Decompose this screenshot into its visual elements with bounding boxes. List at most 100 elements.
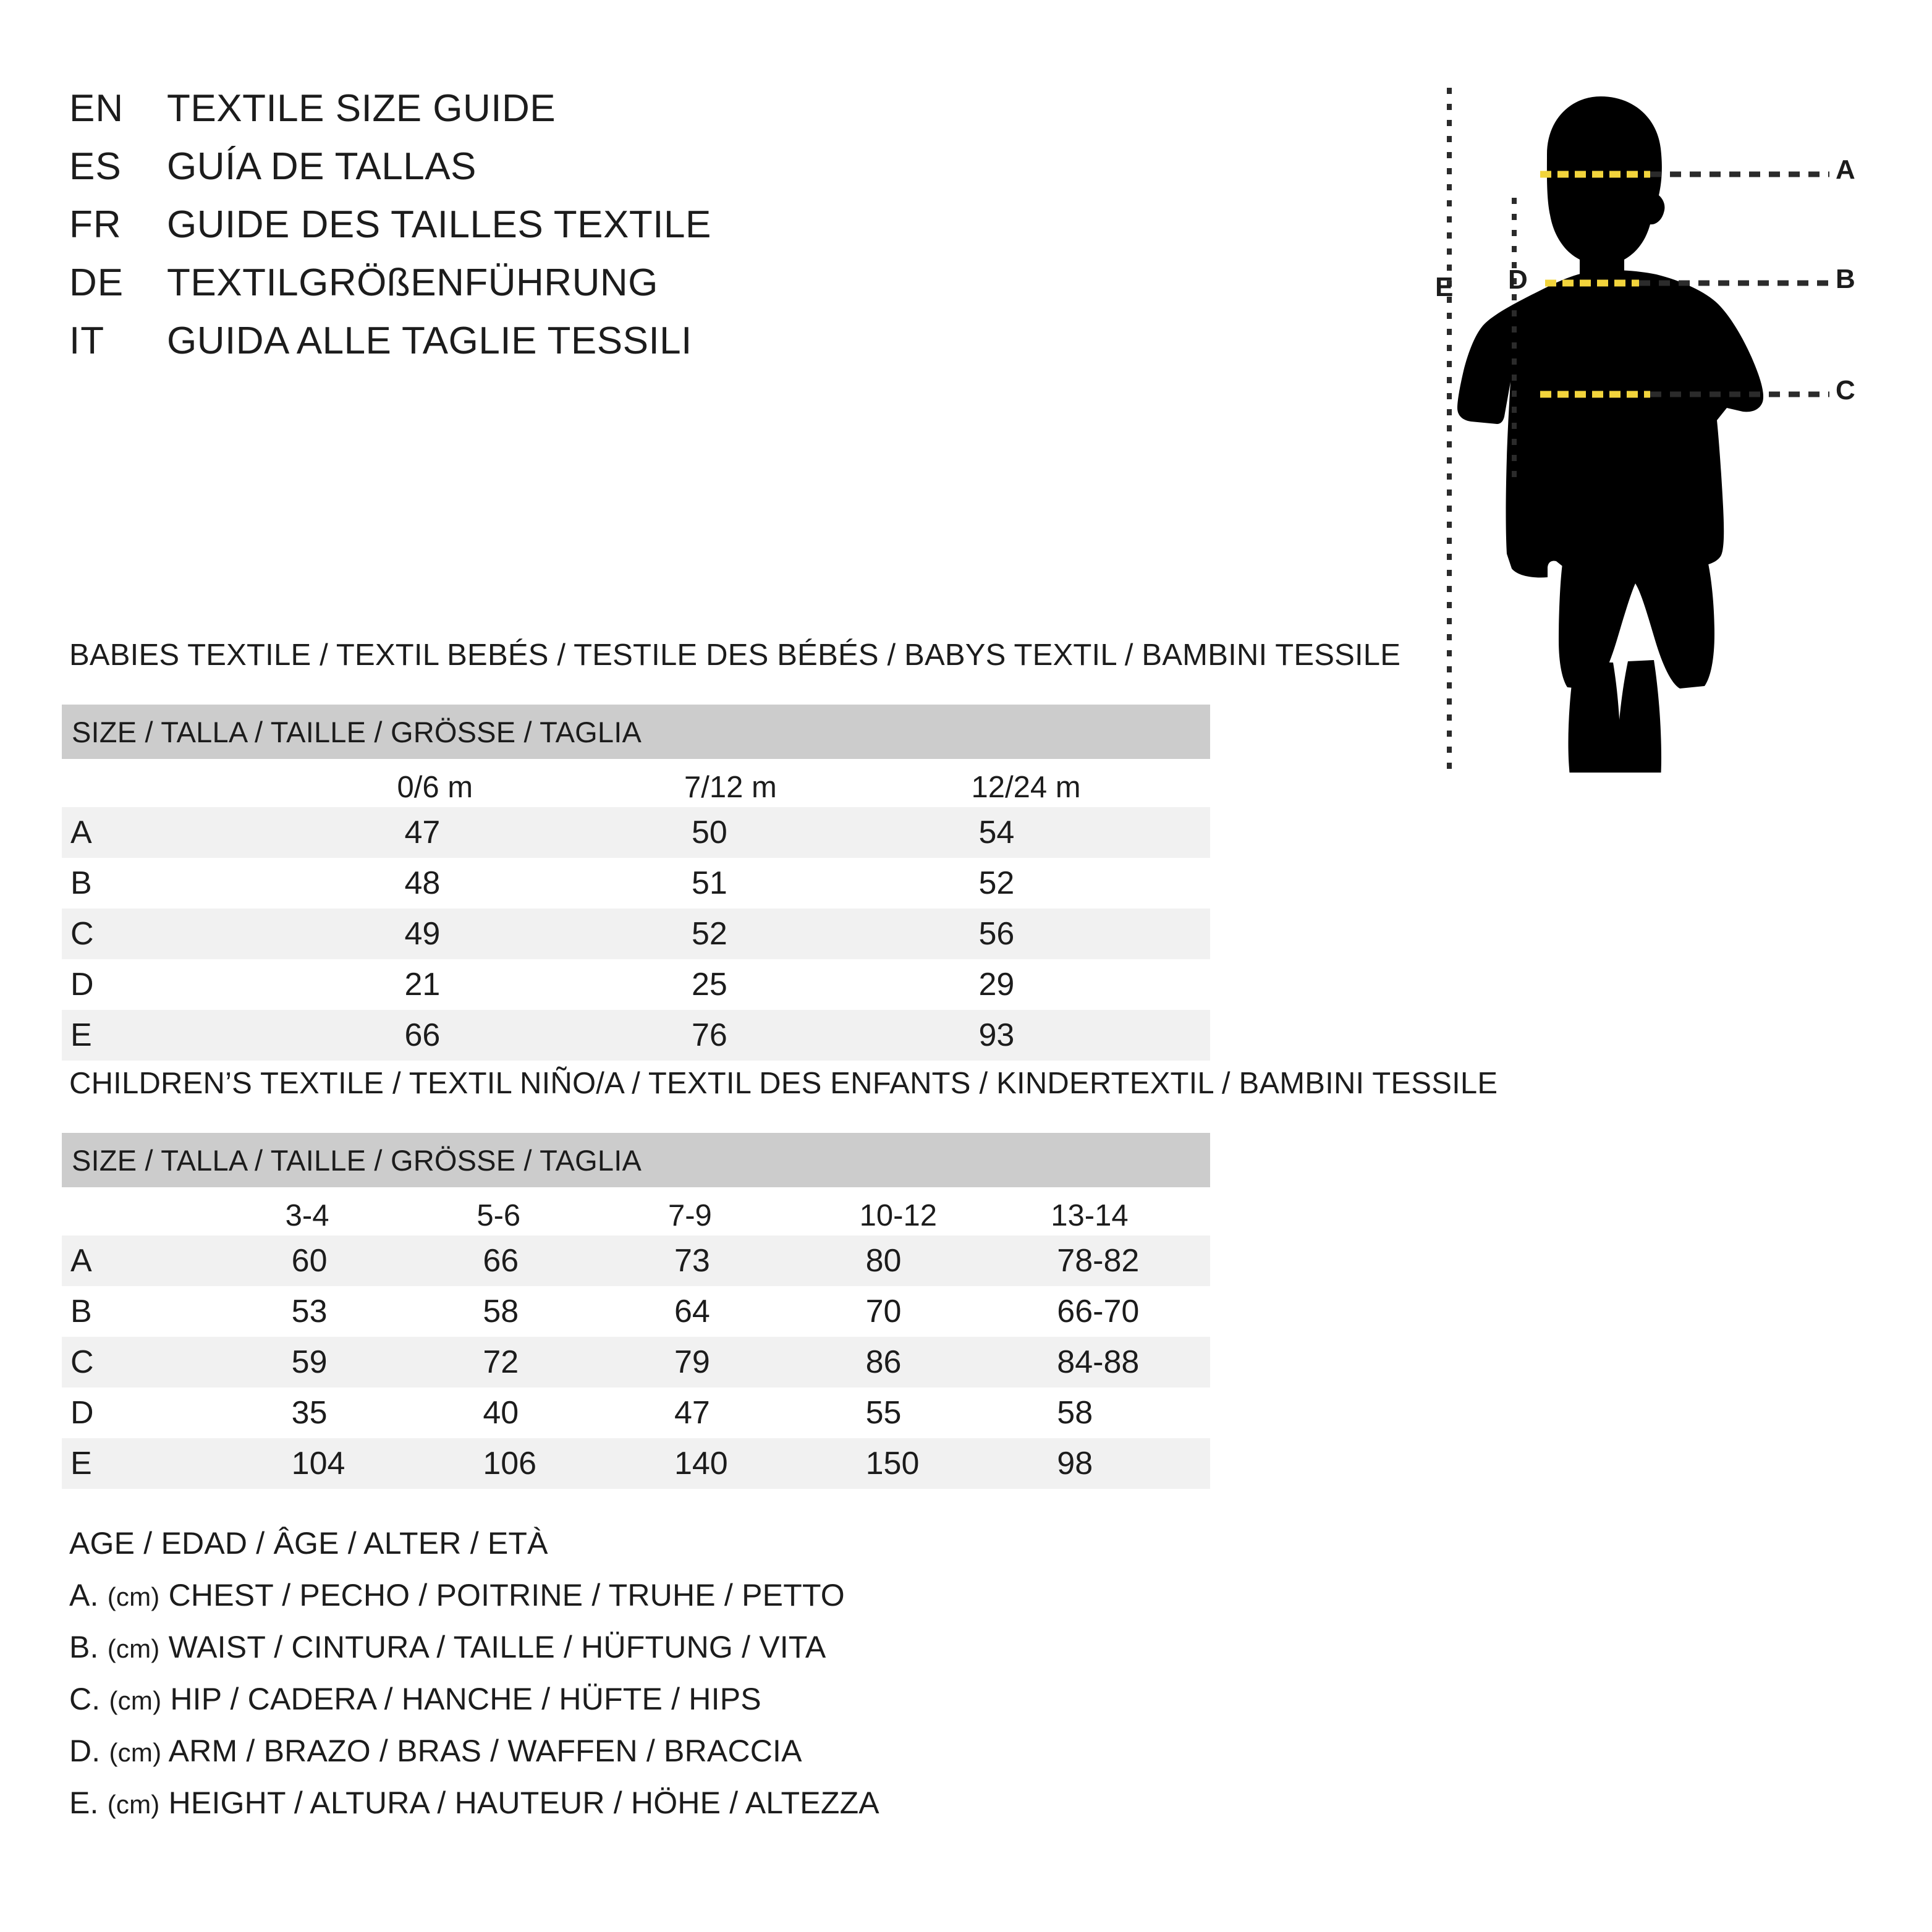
babies-cell-c-1: 52 [636, 909, 923, 959]
children-cell-e-0: 104 [253, 1438, 445, 1489]
children-section-caption: CHILDREN’S TEXTILE / TEXTIL NIÑO/A / TEX… [69, 1067, 1498, 1100]
legend-key-c: C. [69, 1682, 109, 1716]
children-cell-e-1: 106 [444, 1438, 636, 1489]
measurement-legend: AGE / EDAD / ÂGE / ALTER / ETÀ A. (cm) C… [69, 1517, 1182, 1829]
children-table-header-row: 3-4 5-6 7-9 10-12 13-14 [62, 1187, 1210, 1235]
children-row-label-b: B [62, 1286, 253, 1337]
figure-label-d: D [1508, 265, 1528, 295]
children-cell-d-2: 47 [635, 1388, 828, 1438]
children-size-table: SIZE / TALLA / TAILLE / GRÖSSE / TAGLIA … [62, 1133, 1210, 1489]
table-row: A 47 50 54 [62, 807, 1210, 858]
children-cell-a-1: 66 [444, 1235, 636, 1286]
legend-text-c: HIP / CADERA / HANCHE / HÜFTE / HIPS [161, 1682, 761, 1716]
children-header-col-0: 3-4 [253, 1187, 445, 1235]
babies-table-band-row: SIZE / TALLA / TAILLE / GRÖSSE / TAGLIA [62, 705, 1210, 759]
children-cell-c-2: 79 [635, 1337, 828, 1388]
babies-row-label-e: E [62, 1010, 349, 1061]
legend-item-d: D. (cm) ARM / BRAZO / BRAS / WAFFEN / BR… [69, 1725, 1182, 1777]
measurement-figure-diagram: E D A B C [1397, 74, 1904, 773]
babies-row-label-b: B [62, 858, 349, 909]
legend-text-e: HEIGHT / ALTURA / HAUTEUR / HÖHE / ALTEZ… [159, 1786, 879, 1820]
babies-header-col-0: 0/6 m [349, 759, 636, 807]
babies-table-header-row: 0/6 m 7/12 m 12/24 m [62, 759, 1210, 807]
babies-cell-d-1: 25 [636, 959, 923, 1010]
table-row: C 49 52 56 [62, 909, 1210, 959]
children-cell-b-0: 53 [253, 1286, 445, 1337]
language-title-block: EN TEXTILE SIZE GUIDE ES GUÍA DE TALLAS … [69, 87, 934, 377]
children-cell-b-4: 66-70 [1019, 1286, 1210, 1337]
children-row-label-a: A [62, 1235, 253, 1286]
legend-age-line: AGE / EDAD / ÂGE / ALTER / ETÀ [69, 1526, 548, 1561]
babies-header-col-1: 7/12 m [636, 759, 923, 807]
children-row-label-d: D [62, 1388, 253, 1438]
table-row: E 104 106 140 150 98 [62, 1438, 1210, 1489]
legend-text-d: ARM / BRAZO / BRAS / WAFFEN / BRACCIA [161, 1734, 802, 1768]
language-title-es: GUÍA DE TALLAS [167, 145, 477, 188]
babies-cell-b-0: 48 [349, 858, 636, 909]
language-code-es: ES [69, 145, 122, 188]
language-title-fr: GUIDE DES TAILLES TEXTILE [167, 203, 711, 246]
children-header-col-2: 7-9 [635, 1187, 828, 1235]
legend-item-a: A. (cm) CHEST / PECHO / POITRINE / TRUHE… [69, 1569, 1182, 1621]
child-silhouette-svg [1447, 88, 1829, 773]
table-row: B 53 58 64 70 66-70 [62, 1286, 1210, 1337]
children-cell-b-3: 70 [827, 1286, 1019, 1337]
children-cell-a-2: 73 [635, 1235, 828, 1286]
children-header-col-1: 5-6 [444, 1187, 636, 1235]
babies-row-label-c: C [62, 909, 349, 959]
children-header-blank [62, 1187, 253, 1235]
children-cell-c-1: 72 [444, 1337, 636, 1388]
figure-label-c: C [1836, 375, 1855, 405]
children-cell-e-2: 140 [635, 1438, 828, 1489]
babies-cell-a-1: 50 [636, 807, 923, 858]
children-cell-b-1: 58 [444, 1286, 636, 1337]
legend-unit-c: (cm) [109, 1686, 162, 1715]
legend-item-b: B. (cm) WAIST / CINTURA / TAILLE / HÜFTU… [69, 1621, 1182, 1673]
children-table-band-row: SIZE / TALLA / TAILLE / GRÖSSE / TAGLIA [62, 1133, 1210, 1187]
legend-key-b: B. [69, 1630, 108, 1664]
babies-cell-e-0: 66 [349, 1010, 636, 1061]
legend-item-c: C. (cm) HIP / CADERA / HANCHE / HÜFTE / … [69, 1673, 1182, 1725]
babies-cell-b-1: 51 [636, 858, 923, 909]
babies-cell-b-2: 52 [923, 858, 1210, 909]
table-row: C 59 72 79 86 84-88 [62, 1337, 1210, 1388]
language-row-fr: FR GUIDE DES TAILLES TEXTILE [69, 203, 934, 261]
figure-label-a: A [1836, 155, 1855, 185]
children-cell-d-3: 55 [827, 1388, 1019, 1438]
children-header-col-3: 10-12 [827, 1187, 1019, 1235]
children-cell-c-0: 59 [253, 1337, 445, 1388]
children-cell-a-4: 78-82 [1019, 1235, 1210, 1286]
children-cell-a-3: 80 [827, 1235, 1019, 1286]
table-row: B 48 51 52 [62, 858, 1210, 909]
children-row-label-e: E [62, 1438, 253, 1489]
babies-header-blank [62, 759, 349, 807]
children-cell-c-3: 86 [827, 1337, 1019, 1388]
figure-label-e: E [1435, 272, 1454, 302]
children-cell-e-3: 150 [827, 1438, 1019, 1489]
children-cell-d-4: 58 [1019, 1388, 1210, 1438]
babies-cell-e-1: 76 [636, 1010, 923, 1061]
table-row: A 60 66 73 80 78-82 [62, 1235, 1210, 1286]
babies-row-label-a: A [62, 807, 349, 858]
babies-cell-e-2: 93 [923, 1010, 1210, 1061]
language-row-en: EN TEXTILE SIZE GUIDE [69, 87, 934, 145]
language-code-it: IT [69, 320, 105, 362]
babies-cell-c-0: 49 [349, 909, 636, 959]
language-row-de: DE TEXTILGRÖßENFÜHRUNG [69, 261, 934, 319]
language-row-it: IT GUIDA ALLE TAGLIE TESSILI [69, 319, 934, 377]
children-row-label-c: C [62, 1337, 253, 1388]
language-title-en: TEXTILE SIZE GUIDE [167, 87, 556, 130]
legend-unit-b: (cm) [107, 1634, 160, 1663]
babies-cell-d-0: 21 [349, 959, 636, 1010]
figure-label-b: B [1836, 264, 1855, 294]
language-row-es: ES GUÍA DE TALLAS [69, 145, 934, 203]
babies-cell-a-0: 47 [349, 807, 636, 858]
legend-text-b: WAIST / CINTURA / TAILLE / HÜFTUNG / VIT… [159, 1630, 826, 1664]
table-row: D 35 40 47 55 58 [62, 1388, 1210, 1438]
legend-unit-e: (cm) [107, 1790, 160, 1819]
child-silhouette-icon [1457, 96, 1764, 773]
table-row: E 66 76 93 [62, 1010, 1210, 1061]
legend-key-a: A. [69, 1578, 108, 1612]
children-cell-c-4: 84-88 [1019, 1337, 1210, 1388]
